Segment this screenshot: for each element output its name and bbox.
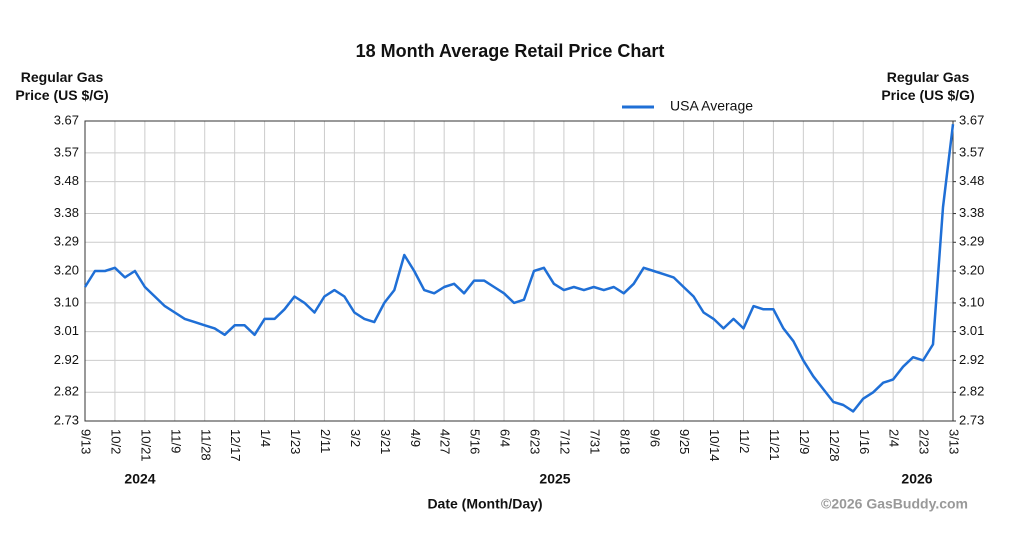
x-tick-label: 11/28 bbox=[198, 429, 213, 461]
x-tick-label: 8/18 bbox=[617, 429, 632, 454]
y2-tick-label: 3.48 bbox=[959, 173, 984, 188]
x-axis-label: Date (Month/Day) bbox=[427, 496, 542, 512]
plot-frame bbox=[84, 120, 954, 422]
x-tick-label: 6/23 bbox=[528, 429, 543, 454]
x-tick-label: 3/21 bbox=[378, 429, 393, 454]
x-tick-label: 7/12 bbox=[557, 429, 572, 454]
y2-tick-label: 3.67 bbox=[959, 112, 984, 127]
y2-tick-label: 2.73 bbox=[959, 412, 984, 427]
x-tick-label: 6/4 bbox=[498, 429, 513, 447]
x-tick-label: 12/28 bbox=[827, 429, 842, 462]
year-label: 2026 bbox=[901, 471, 932, 487]
x-tick-label: 10/21 bbox=[138, 429, 153, 462]
x-tick-label: 10/14 bbox=[707, 429, 722, 462]
y2-tick-label: 2.82 bbox=[959, 384, 984, 399]
y2-tick-label: 3.38 bbox=[959, 205, 984, 220]
y2-tick-label: 3.29 bbox=[959, 234, 984, 249]
y-tick-label: 3.20 bbox=[54, 262, 79, 277]
x-tick-label: 9/13 bbox=[79, 429, 94, 454]
x-tick-label: 9/25 bbox=[677, 429, 692, 454]
y-tick-label: 3.38 bbox=[54, 205, 79, 220]
x-tick-label: 11/2 bbox=[737, 429, 752, 453]
y-tick-label: 3.10 bbox=[54, 294, 79, 309]
x-tick-label: 1/4 bbox=[258, 429, 273, 447]
y2-tick-label: 3.57 bbox=[959, 144, 984, 159]
x-tick-label: 11/9 bbox=[168, 429, 183, 453]
year-label: 2024 bbox=[124, 471, 155, 487]
x-tick-label: 11/21 bbox=[767, 429, 782, 461]
y-axis-label: Regular Gas Price (US $/G) bbox=[15, 69, 109, 103]
y-tick-label: 2.92 bbox=[54, 352, 79, 367]
y-tick-label: 2.82 bbox=[54, 384, 79, 399]
x-tick-label: 2/4 bbox=[887, 429, 902, 447]
y-tick-label: 3.67 bbox=[54, 112, 79, 127]
y-tick-label: 3.57 bbox=[54, 144, 79, 159]
y-tick-label: 2.73 bbox=[54, 412, 79, 427]
y2-axis-label: Regular Gas Price (US $/G) bbox=[881, 69, 975, 103]
chart-title: 18 Month Average Retail Price Chart bbox=[356, 41, 665, 61]
x-tick-label: 5/16 bbox=[468, 429, 483, 454]
credit: ©2026 GasBuddy.com bbox=[821, 496, 968, 512]
x-tick-label: 7/31 bbox=[587, 429, 602, 454]
x-tick-label: 10/2 bbox=[108, 429, 123, 454]
x-tick-label: 12/9 bbox=[797, 429, 812, 454]
y2-tick-label: 3.10 bbox=[959, 294, 984, 309]
x-tick-label: 1/23 bbox=[288, 429, 303, 454]
legend-label: USA Average bbox=[670, 98, 753, 114]
y2-tick-label: 2.92 bbox=[959, 352, 984, 367]
x-tick-label: 1/16 bbox=[857, 429, 872, 454]
y2-tick-label: 3.20 bbox=[959, 262, 984, 277]
y-tick-label: 3.01 bbox=[54, 323, 79, 338]
y-tick-label: 3.48 bbox=[54, 173, 79, 188]
x-tick-label: 4/9 bbox=[408, 429, 423, 447]
y-tick-label: 3.29 bbox=[54, 234, 79, 249]
x-tick-label: 3/2 bbox=[348, 429, 363, 447]
x-tick-label: 9/6 bbox=[647, 429, 662, 447]
x-tick-label: 12/17 bbox=[228, 429, 243, 462]
x-tick-label: 2/11 bbox=[318, 429, 333, 453]
y2-tick-label: 3.01 bbox=[959, 323, 984, 338]
year-label: 2025 bbox=[539, 471, 570, 487]
x-tick-label: 4/27 bbox=[438, 429, 453, 454]
x-tick-label: 2/23 bbox=[917, 429, 932, 454]
x-tick-label: 3/13 bbox=[947, 429, 962, 454]
data-line bbox=[83, 124, 955, 413]
